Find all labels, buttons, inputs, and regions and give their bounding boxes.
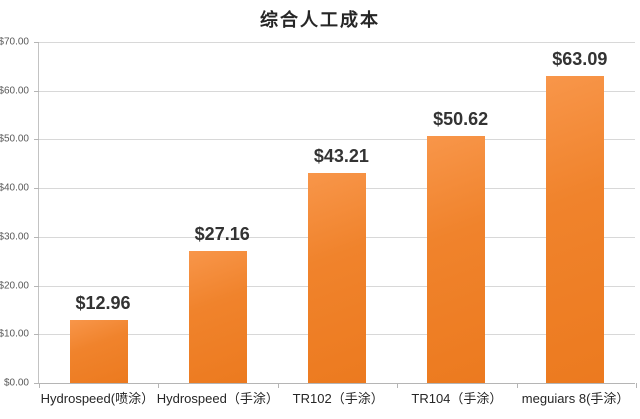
bar: $50.62 [427,109,488,383]
y-axis-tick [34,139,39,140]
y-axis-label: $20.00 [0,280,29,292]
gridline [39,139,635,140]
x-axis-category-label: Hydrospeed(喷涂） [40,391,155,406]
bar: $12.96 [69,293,131,383]
chart-title: 综合人工成本 [260,10,380,30]
y-axis-label: $40.00 [0,182,29,194]
plot-area: $12.96 $27.16 $43.21 $50.62 $63.09 [34,42,637,388]
gridline [39,91,635,92]
y-axis-tick [34,42,39,43]
x-axis-category-label: TR104（手涂） [411,391,503,406]
x-axis-tick [516,383,518,388]
y-axis-tick [34,286,39,287]
y-axis-tick [34,383,39,384]
bar-value-label: $50.62 [433,109,489,130]
x-axis-tick [397,383,399,388]
y-axis-label: $30.00 [0,231,29,243]
x-axis-tick [158,383,160,388]
y-axis-tick [34,334,39,335]
y-axis-tick [34,91,39,92]
x-axis-category-label: TR102（手涂） [292,391,384,406]
bar-value-label: $12.96 [75,292,131,313]
y-axis-label: $70.00 [0,36,29,48]
y-axis-label: $50.00 [0,133,29,145]
x-axis-labels: Hydrospeed(喷涂） Hydrospeed（手涂） TR102（手涂） TR1… [38,388,635,407]
bar-slot: $12.96 [39,42,158,383]
bar-value-label: $27.16 [194,223,250,244]
x-axis-category-label: Hydrospeed（手涂） [156,391,279,406]
bar-value-label: $63.09 [552,48,608,69]
bars-container: $12.96 $27.16 $43.21 $50.62 $63.09 [39,42,635,383]
bar: $43.21 [308,146,369,383]
bar-slot: $63.09 [516,42,635,383]
y-axis-tick [34,237,39,238]
y-axis-label: $0.00 [3,377,29,389]
bar-slot: $27.16 [158,42,277,383]
y-axis-label: $60.00 [0,85,29,97]
x-axis-category-label: meguiars 8(手涂） [521,391,630,406]
y-axis-tick [34,188,39,189]
bar-value-label: $43.21 [313,145,369,166]
bar: $27.16 [188,224,250,383]
x-axis-tick [277,383,279,388]
x-axis-line [39,383,635,384]
bar-slot: $43.21 [277,42,396,383]
gridline [39,42,635,43]
x-axis-tick [636,383,637,388]
y-axis-label: $10.00 [0,328,29,340]
bar: $63.09 [546,49,607,383]
x-axis-tick [39,383,40,388]
bar-slot: $50.62 [397,42,516,383]
